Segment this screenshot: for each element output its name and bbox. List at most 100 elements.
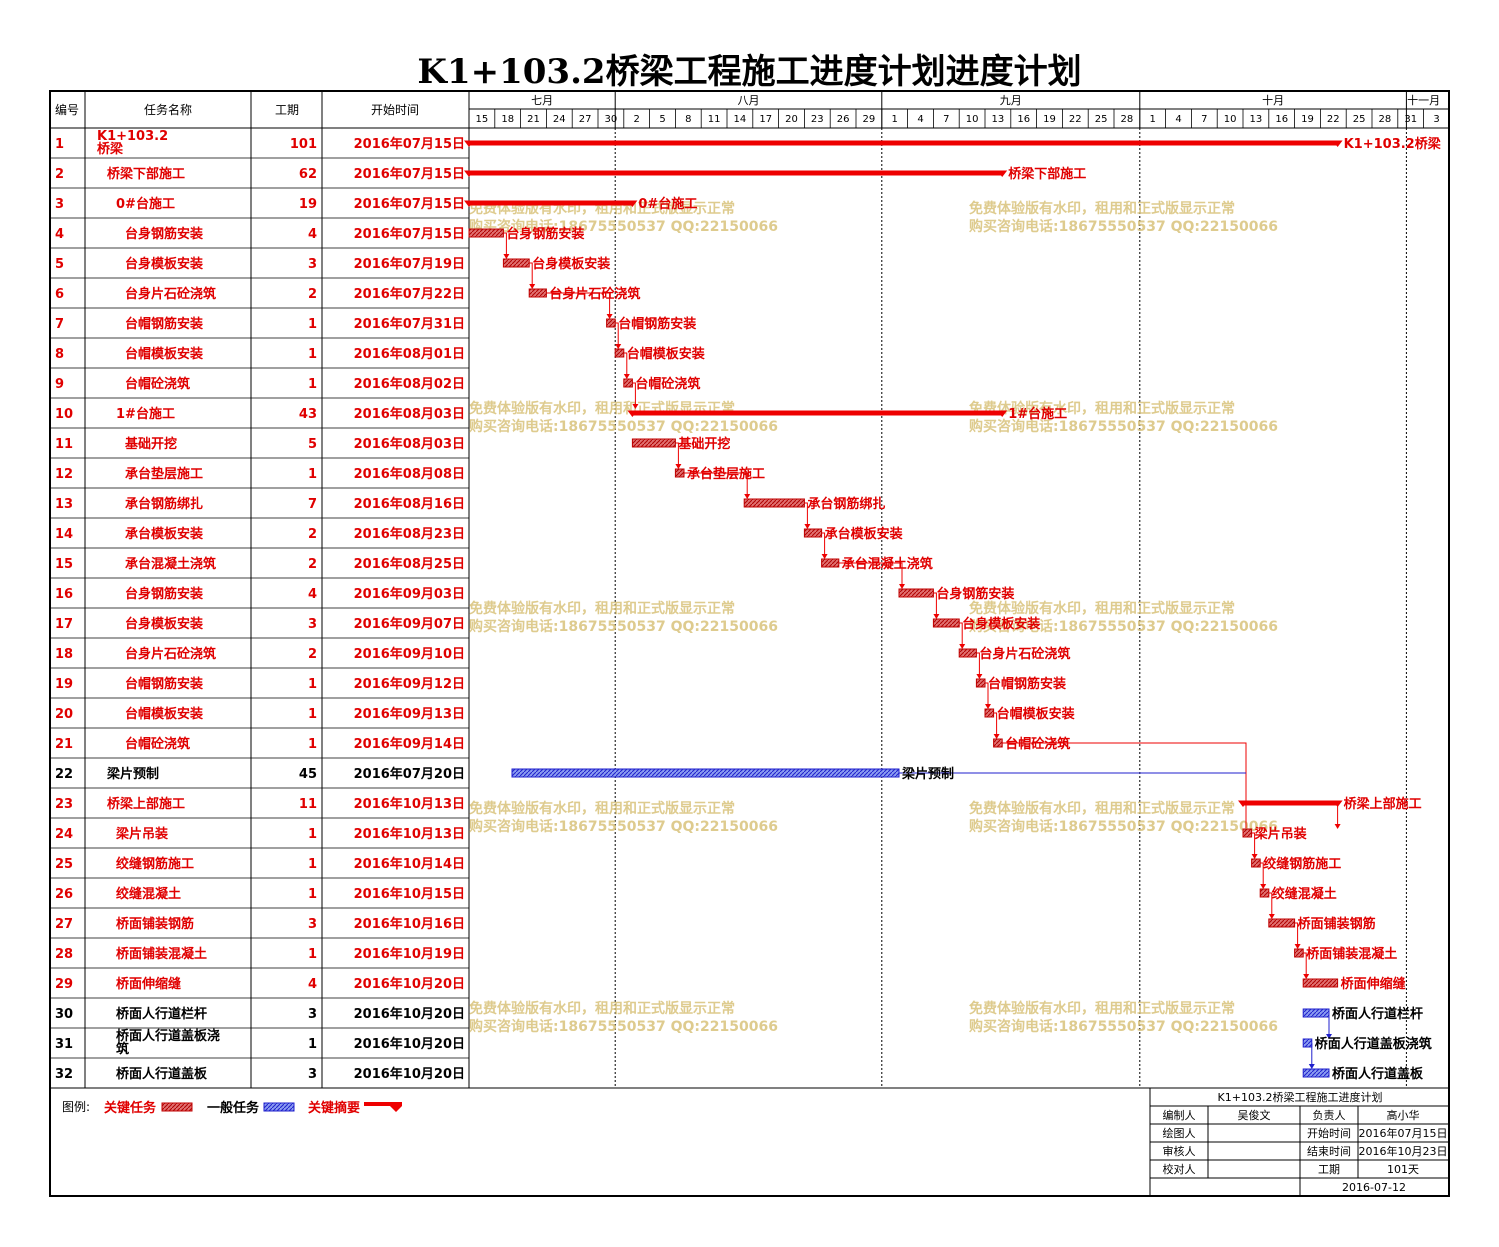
watermark-line1: 免费体验版有水印，租用和正式版显示正常: [969, 800, 1235, 817]
day-tick-label: 7: [1201, 114, 1207, 125]
task-start: 2016年07月15日: [354, 166, 465, 182]
task-name: 桥面伸缩缝: [116, 976, 181, 992]
gantt-bar-26: 绞缝混凝土: [1259, 886, 1337, 902]
task-start: 2016年07月15日: [354, 196, 465, 212]
task-start: 2016年08月08日: [354, 466, 465, 482]
gantt-bar-20: 台帽模板安装: [984, 706, 1075, 722]
day-tick-label: 27: [579, 114, 592, 125]
watermark-line2: 购买咨询电话:18675550537 QQ:22150066: [469, 1018, 778, 1035]
task-id: 19: [55, 677, 73, 692]
day-tick-label: 5: [659, 114, 665, 125]
day-tick-label: 18: [501, 114, 514, 125]
day-tick-label: 1: [892, 114, 898, 125]
task-duration: 1: [308, 347, 317, 362]
bar-label: 桥面铺装混凝土: [1306, 946, 1397, 962]
task-bar: [1268, 918, 1296, 928]
dependency-arrow: [675, 464, 682, 469]
legend: 图例: 关键任务 一般任务 关键摘要: [62, 1100, 402, 1116]
task-bar: [606, 318, 616, 328]
task-name: 桥面人行道盖板: [116, 1066, 208, 1082]
day-tick-label: 29: [863, 114, 876, 125]
legend-critical-summary: 关键摘要: [308, 1100, 360, 1116]
task-bar: [502, 258, 530, 268]
day-tick-label: 24: [553, 114, 566, 125]
task-id: 28: [55, 947, 73, 962]
dependency-link: [1294, 922, 1299, 948]
task-start: 2016年10月15日: [354, 886, 465, 902]
task-bar: [1242, 828, 1253, 838]
task-name: 绞缝钢筋施工: [116, 856, 194, 872]
task-start: 2016年07月19日: [354, 256, 465, 272]
task-id: 18: [55, 647, 73, 662]
month-label: 十月: [1262, 93, 1284, 107]
task-start: 2016年09月07日: [354, 616, 465, 632]
dependency-arrow: [744, 494, 751, 499]
task-id: 22: [55, 767, 73, 782]
task-start: 2016年07月15日: [354, 226, 465, 242]
task-bar: [528, 288, 547, 298]
task-id: 1: [55, 137, 64, 152]
task-duration: 3: [308, 617, 317, 632]
watermark-line2: 购买咨询电话:18675550537 QQ:22150066: [969, 218, 1278, 235]
task-bar: [1302, 978, 1339, 988]
dependency-link: [632, 382, 636, 408]
task-duration: 1: [308, 707, 317, 722]
day-tick-label: 20: [785, 114, 798, 125]
day-tick-label: 22: [1327, 114, 1340, 125]
task-duration: 1: [308, 827, 317, 842]
bar-label: 桥面人行道栏杆: [1332, 1006, 1423, 1022]
task-id: 26: [55, 887, 73, 902]
gantt-bar-11: 基础开挖: [631, 436, 730, 452]
dependency-link: [503, 232, 507, 258]
task-name: 桥面人行道栏杆: [116, 1006, 207, 1022]
day-tick-label: 25: [1095, 114, 1108, 125]
task-name: 0#台施工: [116, 196, 175, 212]
bar-label: 绞缝混凝土: [1272, 886, 1337, 902]
task-name: 桥面铺装混凝土: [116, 946, 207, 962]
task-start: 2016年10月14日: [354, 856, 465, 872]
bar-label: 台身钢筋安装: [936, 586, 1014, 602]
gantt-bar-31: 桥面人行道盖板浇筑: [1302, 1036, 1432, 1052]
task-id: 16: [55, 587, 73, 602]
bar-label: 承台垫层施工: [687, 466, 765, 482]
header-start: 开始时间: [371, 103, 419, 117]
dependency-arrow: [615, 344, 622, 349]
dependency-link: [959, 622, 963, 648]
day-tick-label: 23: [811, 114, 824, 125]
legend-critical-swatch: [161, 1102, 193, 1112]
gantt-frame: [49, 90, 1450, 1197]
task-bar: [975, 678, 986, 688]
task-duration: 1: [308, 317, 317, 332]
gantt-bar-10: 1#台施工: [627, 406, 1067, 422]
task-id: 7: [55, 317, 64, 332]
task-bar: [898, 588, 934, 598]
task-id: 9: [55, 377, 64, 392]
dependency-link: [804, 502, 808, 528]
dependency-arrow: [1326, 1034, 1332, 1039]
dependency-link: [1260, 862, 1264, 888]
gantt-bar-9: 台帽砼浇筑: [623, 376, 700, 392]
bar-label: 梁片预制: [901, 766, 954, 782]
bar-label: 基础开挖: [677, 436, 730, 452]
legend-critical-task: 关键任务: [104, 1100, 157, 1116]
task-bar: [614, 348, 625, 358]
day-tick-label: 28: [1121, 114, 1134, 125]
summary-end-marker: [1332, 140, 1343, 147]
task-start: 2016年09月14日: [354, 736, 465, 752]
task-bar: [511, 768, 900, 778]
summary-bar: [469, 170, 1003, 176]
task-duration: 2: [308, 527, 317, 542]
day-tick-label: 28: [1379, 114, 1392, 125]
bar-label: 桥梁下部施工: [1008, 166, 1086, 182]
watermark-line1: 免费体验版有水印，租用和正式版显示正常: [969, 1000, 1235, 1017]
gantt-bar-28: 桥面铺装混凝土: [1294, 946, 1397, 962]
dependency-arrow: [1294, 944, 1301, 949]
gantt-bar-2: 桥梁下部施工: [464, 166, 1086, 182]
task-name: 桥面人行道盖板浇筑: [116, 1028, 220, 1057]
gantt-bar-24: 梁片吊装: [1242, 826, 1307, 842]
task-id: 32: [55, 1067, 73, 1082]
legend-normal-swatch: [263, 1102, 295, 1112]
